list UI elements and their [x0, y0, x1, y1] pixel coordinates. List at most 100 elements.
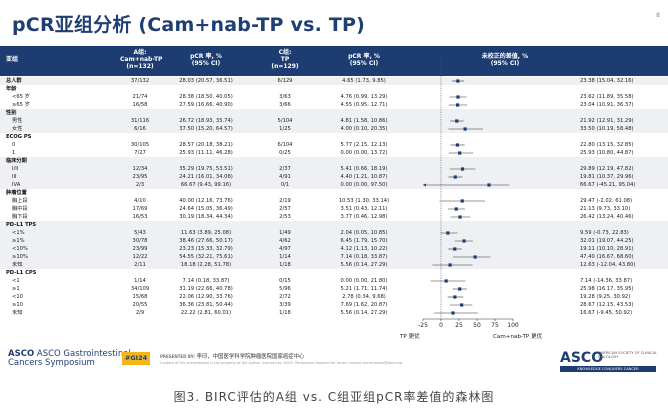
row-label: 胸中段: [12, 206, 28, 212]
arm-c-rate: 4.40 (1.21, 10.87): [340, 174, 388, 180]
arm-a-count: 2/9: [135, 310, 145, 316]
table-row: ≥1 34/109 31.19 (22.66, 40.78) 5/96 5.21 (1.…: [0, 285, 668, 293]
arm-a-count: 17/69: [132, 206, 148, 212]
subgroup-heading: 临床分期: [0, 157, 668, 165]
arm-a-count: 30/78: [132, 238, 148, 244]
row-label: <65 岁: [12, 94, 30, 100]
row-label: 男性: [12, 118, 23, 124]
arm-a-rate: 11.63 (3.89, 25.08): [180, 230, 232, 236]
row-label: IVA: [12, 182, 21, 188]
row-label: PD-L1 CPS: [6, 270, 37, 276]
arm-a-count: 37/132: [130, 78, 150, 84]
header-arm-a: A组: Cam+nab-TP (n=132): [120, 49, 163, 70]
asco-gi-line1: ASCO Gastrointestinal: [36, 349, 131, 359]
subgroup-heading: ECOG PS: [0, 133, 668, 141]
arm-c-count: 4/62: [279, 238, 291, 244]
table-row: IVA 2/3 66.67 (9.43, 99.16) 0/1 0.00 (0.00, …: [0, 181, 668, 189]
arm-a-count: 16/53: [132, 214, 148, 220]
arm-a-rate: 28.03 (20.57, 36.51): [179, 78, 233, 84]
row-label: 性别: [6, 110, 17, 116]
row-label: <1%: [12, 230, 25, 236]
arm-a-count: 15/68: [132, 294, 148, 300]
arm-c-rate: 3.77 (0.46, 12.98): [340, 214, 388, 220]
row-label: 0: [12, 142, 16, 148]
table-row: 总人群 37/132 28.03 (20.57, 36.51) 6/129 4.65 (…: [0, 77, 668, 85]
subgroup-heading: 年龄: [0, 85, 668, 93]
arm-a-count: 31/116: [130, 118, 150, 124]
difference-value: 26.42 (13.24, 40.46): [580, 214, 634, 220]
arm-c-rate: 5.56 (0.14, 27.29): [340, 262, 388, 268]
difference-value: 16.67 (-9.45, 50.92): [580, 310, 633, 316]
arm-a-count: 4/10: [134, 198, 146, 204]
difference-value: 19.28 (9.25, 30.92): [580, 294, 631, 300]
table-row: 胸上段 4/10 40.00 (12.16, 73.76) 2/19 10.53 (1.…: [0, 197, 668, 205]
axis-label-left: TP 更优: [400, 334, 420, 340]
difference-value: 21.92 (12.91, 31.29): [580, 118, 634, 124]
row-label: PD-L1 TPS: [6, 222, 37, 228]
arm-c-count: 3/63: [279, 94, 291, 100]
arm-a-rate: 22.22 (2.81, 60.01): [180, 310, 232, 316]
arm-c-count: 0/1: [280, 182, 290, 188]
arm-a-rate: 22.06 (12.90, 33.76): [179, 294, 233, 300]
arm-a-rate: 7.14 (0.18, 33.87): [182, 278, 230, 284]
row-label: <10%: [12, 246, 28, 252]
difference-value: 21.13 (9.73, 33.10): [580, 206, 631, 212]
arm-c-rate: 0.00 (0.00, 21.80): [340, 278, 388, 284]
slide-number: 8: [656, 12, 660, 19]
table-row: ≥10 20/55 36.36 (23.81, 50.44) 3/39 7.69 (1.…: [0, 301, 668, 309]
table-row: ≥10% 12/22 54.55 (32.21, 75.61) 1/14 7.14 (0…: [0, 253, 668, 261]
arm-c-rate: 2.78 (0.34, 9.68): [342, 294, 386, 300]
arm-a-count: 6/16: [134, 126, 146, 132]
arm-a-count: 21/74: [132, 94, 148, 100]
arm-c-count: 2/72: [279, 294, 291, 300]
row-label: <10: [12, 294, 23, 300]
row-label: ≥1: [12, 286, 20, 292]
arm-a-count: 20/55: [132, 302, 148, 308]
table-row: 0 30/105 28.57 (20.18, 38.21) 6/104 5.77 (2.…: [0, 141, 668, 149]
figure-caption: 图3. BIRC评估的A组 vs. C组亚组pCR率差值的森林图: [173, 390, 495, 404]
arm-a-count: 1/14: [134, 278, 146, 284]
arm-c-rate: 2.04 (0.05, 10.85): [340, 230, 388, 236]
arm-c-count: 3/39: [279, 302, 291, 308]
row-label: 胸上段: [12, 198, 28, 204]
difference-value: 29.47 (-2.02, 61.08): [580, 198, 633, 204]
hashtag-badge: #GI24: [122, 352, 150, 365]
arm-c-rate: 4.65 (1.73, 9.85): [342, 78, 386, 84]
row-label: ≥65 岁: [12, 102, 30, 108]
table-row: ≥65 岁 16/58 27.59 (16.66, 40.90) 3/66 4.55 (…: [0, 101, 668, 109]
subgroup-heading: PD-L1 CPS: [0, 269, 668, 277]
arm-a-rate: 23.23 (15.33, 32.79): [179, 246, 233, 252]
row-label: 未知: [12, 262, 23, 268]
arm-a-count: 12/34: [132, 166, 148, 172]
row-label: ≥1%: [12, 238, 25, 244]
difference-value: 25.93 (10.80, 44.87): [580, 150, 634, 156]
row-label: 临床分期: [6, 158, 27, 164]
arm-c-count: 4/97: [279, 246, 291, 252]
arm-c-rate: 5.21 (1.71, 11.74): [340, 286, 388, 292]
difference-value: 23.38 (15.04, 32.16): [580, 78, 634, 84]
subgroup-heading: PD-L1 TPS: [0, 221, 668, 229]
difference-value: 47.40 (16.67, 68.60): [580, 254, 634, 260]
asco-tagline: KNOWLEDGE CONQUERS CANCER: [560, 366, 656, 372]
subgroup-heading: 肿瘤位置: [0, 189, 668, 197]
arm-a-rate: 18.18 (2.28, 51.78): [180, 262, 232, 268]
row-label: <1: [12, 278, 20, 284]
arm-a-count: 12/22: [132, 254, 148, 260]
header-arm-c: C组: TP (n=129): [271, 49, 299, 70]
arm-a-rate: 26.72 (18.93, 35.74): [179, 118, 233, 124]
table-row: <10 15/68 22.06 (12.90, 33.76) 2/72 2.78 (0.…: [0, 293, 668, 301]
arm-c-rate: 4.12 (1.13, 10.22): [340, 246, 388, 252]
arm-a-count: 16/58: [132, 102, 148, 108]
difference-value: 28.67 (12.15, 43.53): [580, 302, 634, 308]
presented-by-label: PRESENTED BY:: [160, 354, 195, 359]
row-label: III: [12, 174, 17, 180]
table-row: III 23/95 24.21 (16.01, 34.08) 4/91 4.40 (1.…: [0, 173, 668, 181]
arm-c-count: 1/18: [279, 310, 291, 316]
slide: pCR亚组分析 (Cam+nab-TP vs. TP) 8 亚组 A组: Cam…: [0, 12, 668, 372]
arm-c-rate: 3.51 (0.43, 12.11): [340, 206, 388, 212]
arm-a-rate: 27.59 (16.66, 40.90): [179, 102, 233, 108]
table-row: <1% 5/43 11.63 (3.89, 25.08) 1/49 2.04 (0.05…: [0, 229, 668, 237]
difference-value: 29.89 (12.19, 47.82): [580, 166, 634, 172]
arm-c-count: 2/53: [279, 214, 291, 220]
arm-a-rate: 25.93 (11.11, 46.28): [179, 150, 233, 156]
